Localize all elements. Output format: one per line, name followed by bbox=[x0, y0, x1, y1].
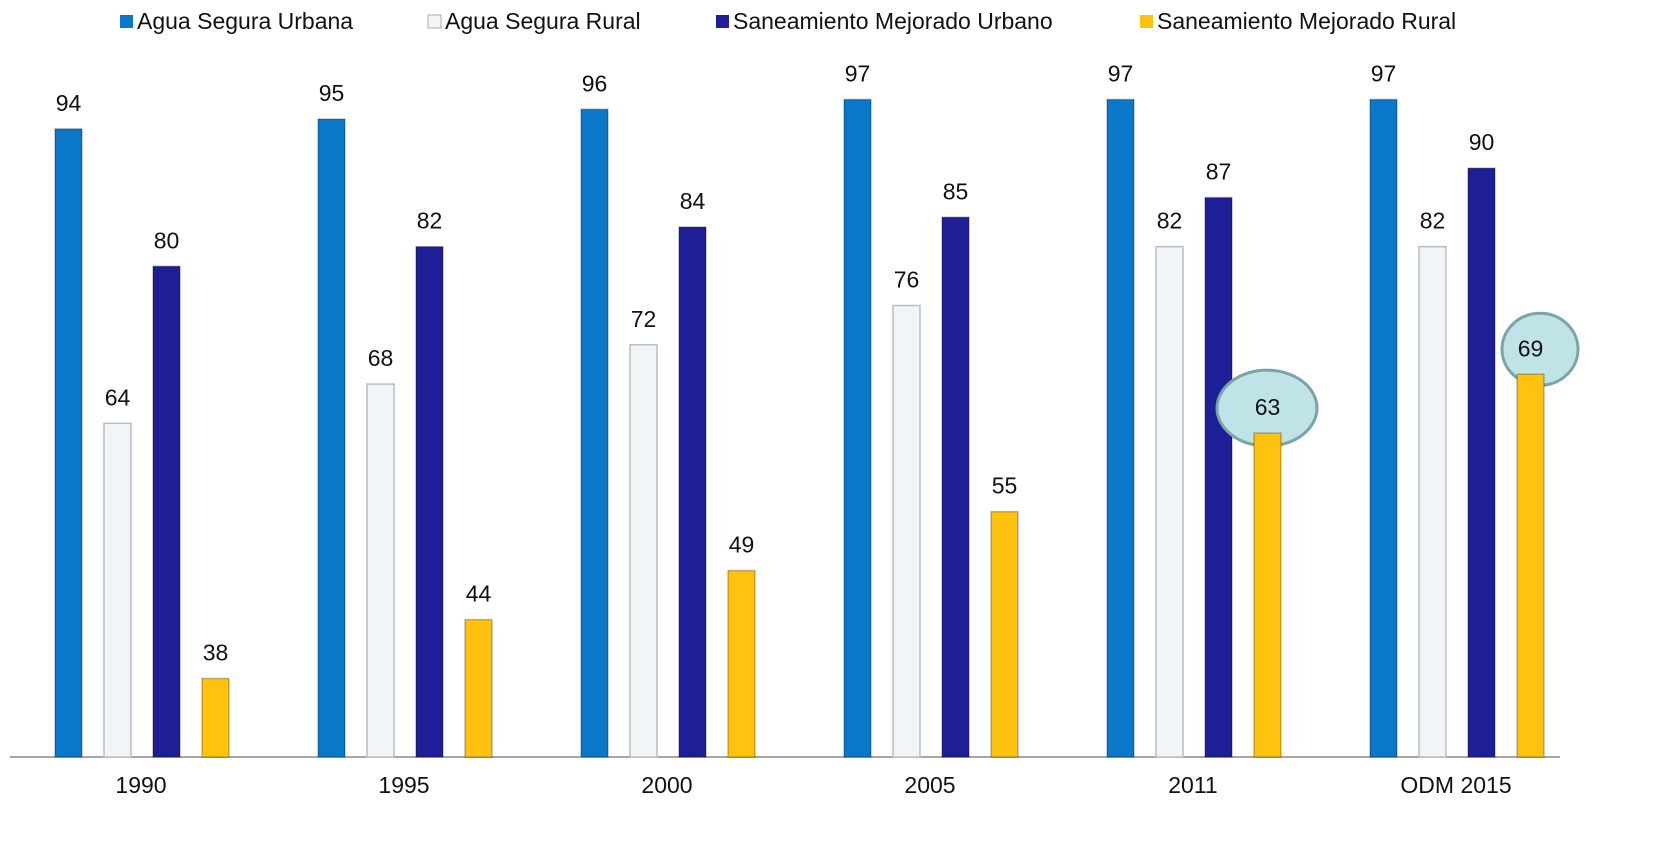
bar bbox=[892, 304, 921, 758]
data-label: 72 bbox=[631, 306, 657, 332]
bar bbox=[580, 108, 609, 758]
bar bbox=[317, 118, 346, 758]
bar bbox=[629, 344, 658, 758]
data-label: 87 bbox=[1206, 159, 1232, 185]
bar bbox=[941, 216, 970, 758]
bar bbox=[54, 128, 83, 758]
x-tick-label: 2011 bbox=[1168, 772, 1217, 798]
bar bbox=[1516, 373, 1545, 758]
bar bbox=[1467, 167, 1496, 758]
x-tick-label: 1995 bbox=[378, 772, 429, 798]
data-label: 38 bbox=[203, 640, 229, 666]
legend-label: Agua Segura Rural bbox=[445, 8, 641, 34]
bar bbox=[1418, 245, 1447, 758]
data-label: 82 bbox=[1157, 208, 1183, 234]
data-label: 55 bbox=[992, 473, 1018, 499]
x-tick-label: 1990 bbox=[115, 772, 166, 798]
bar bbox=[366, 383, 395, 758]
legend-swatch bbox=[120, 15, 133, 28]
data-label: 44 bbox=[466, 581, 492, 607]
data-label: 85 bbox=[943, 178, 969, 204]
bar bbox=[103, 422, 132, 758]
data-label: 94 bbox=[56, 90, 82, 116]
bar bbox=[1369, 98, 1398, 758]
bar bbox=[1106, 98, 1135, 758]
bar bbox=[678, 226, 707, 758]
x-tick-label: ODM 2015 bbox=[1400, 772, 1511, 798]
bar bbox=[843, 98, 872, 758]
legend-swatch bbox=[716, 15, 729, 28]
bar bbox=[201, 677, 230, 758]
data-label: 84 bbox=[680, 188, 706, 214]
legend-label: Saneamiento Mejorado Urbano bbox=[733, 8, 1053, 34]
data-label: 63 bbox=[1255, 394, 1281, 420]
bar bbox=[1155, 245, 1184, 758]
bar bbox=[727, 569, 756, 758]
data-label: 95 bbox=[319, 80, 345, 106]
data-label: 97 bbox=[1371, 61, 1397, 87]
data-label: 49 bbox=[729, 532, 755, 558]
data-label: 82 bbox=[417, 208, 443, 234]
x-tick-label: 2005 bbox=[904, 772, 955, 798]
bar bbox=[464, 618, 493, 758]
data-label: 68 bbox=[368, 345, 394, 371]
data-label: 80 bbox=[154, 227, 180, 253]
bar bbox=[990, 510, 1019, 758]
x-tick-label: 2000 bbox=[641, 772, 692, 798]
data-label: 96 bbox=[582, 70, 608, 96]
legend-label: Agua Segura Urbana bbox=[137, 8, 353, 34]
data-label: 97 bbox=[845, 61, 871, 87]
data-label: 76 bbox=[894, 267, 920, 293]
legend-swatch bbox=[1140, 15, 1153, 28]
data-label: 64 bbox=[105, 384, 131, 410]
bar bbox=[1204, 196, 1233, 758]
data-label: 90 bbox=[1469, 129, 1495, 155]
bar bbox=[415, 245, 444, 758]
bar bbox=[152, 265, 181, 758]
bar bbox=[1253, 432, 1282, 758]
data-label: 69 bbox=[1518, 335, 1544, 361]
data-label: 97 bbox=[1108, 61, 1134, 87]
legend-label: Saneamiento Mejorado Rural bbox=[1157, 8, 1456, 34]
data-label: 82 bbox=[1420, 208, 1446, 234]
legend-swatch bbox=[427, 14, 442, 29]
